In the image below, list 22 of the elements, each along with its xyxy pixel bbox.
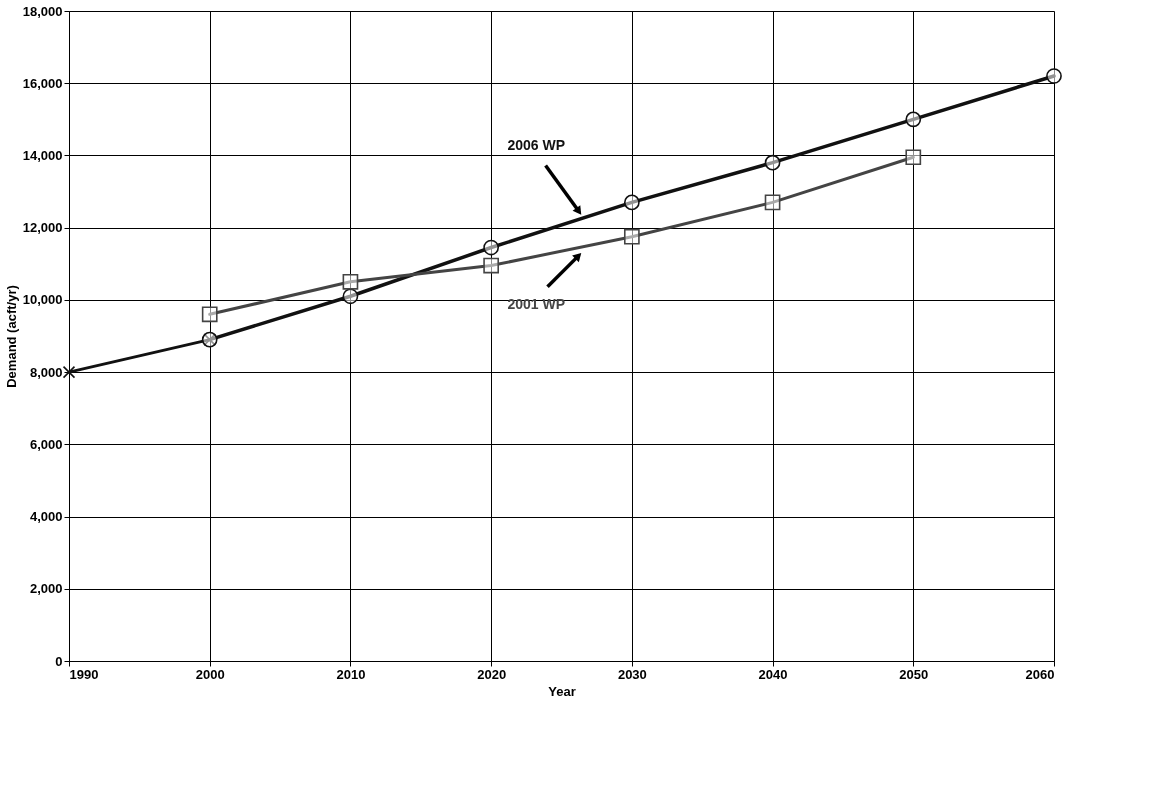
x-tick-label: 2030 — [617, 666, 647, 682]
y-tick-label: 16,000 — [22, 75, 63, 91]
y-axis-title: Demand (acft/yr) — [3, 285, 19, 388]
x-tick-label: 2020 — [477, 666, 507, 682]
text: 2006 WP — [507, 136, 565, 153]
x-tick-label: 2060 — [1025, 666, 1055, 682]
y-tick-label: 6,000 — [29, 436, 63, 452]
y-tick-label: 14,000 — [22, 147, 63, 163]
y-tick-label: 10,000 — [22, 292, 63, 308]
y-tick-label: 18,000 — [22, 3, 63, 19]
y-tick-label: 4,000 — [29, 509, 63, 525]
y-tick-label: 0 — [55, 653, 63, 669]
y-tick-label: 8,000 — [29, 364, 63, 380]
x-tick-label: 2000 — [195, 666, 225, 682]
x-axis-title: Year — [548, 683, 576, 699]
series-label: 2001 WP — [507, 296, 565, 313]
x-tick-label: 1990 — [69, 666, 99, 682]
y-tick-label: 2,000 — [29, 581, 63, 597]
y-tick-label: 12,000 — [22, 220, 63, 236]
x-tick-label: 2050 — [899, 666, 929, 682]
x-tick-label: 2040 — [758, 666, 788, 682]
x-tick-label: 2010 — [336, 666, 366, 682]
